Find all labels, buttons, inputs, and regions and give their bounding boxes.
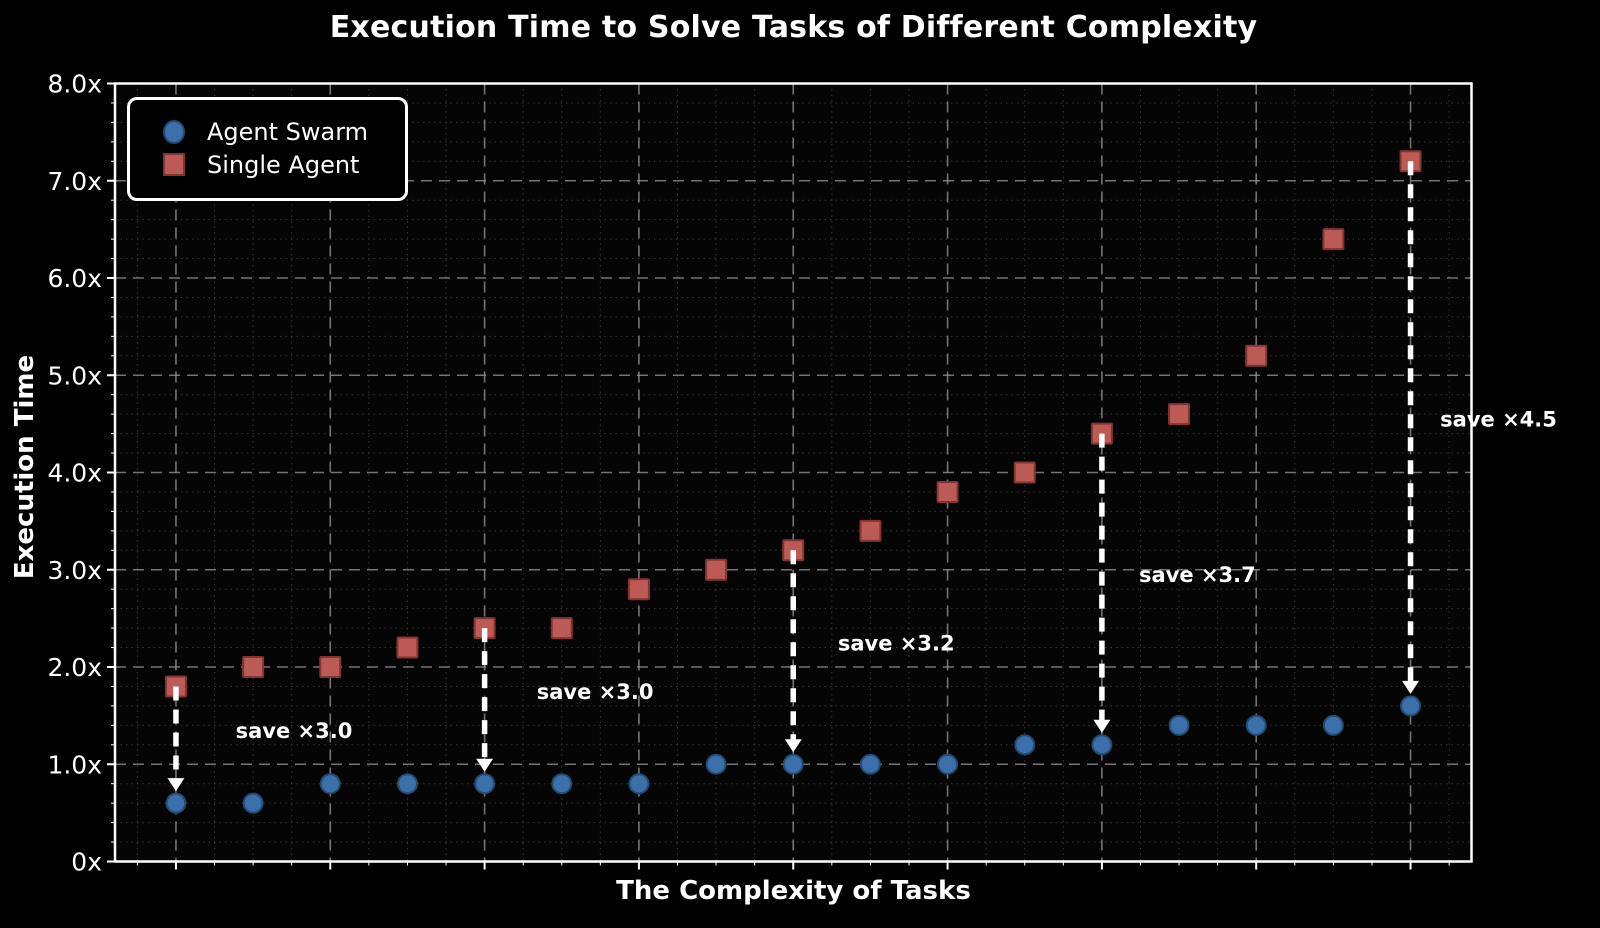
y-axis-label: Execution Time [10, 354, 40, 580]
agent-swarm-point [242, 792, 264, 814]
y-tick-label: 3.0x [47, 556, 102, 585]
agent-swarm-point [551, 773, 573, 795]
agent-swarm-point [1091, 734, 1113, 756]
single-agent-point [936, 480, 959, 503]
legend: Agent Swarm Single Agent [127, 97, 408, 201]
single-agent-point [859, 519, 882, 542]
agent-swarm-point [165, 792, 187, 814]
single-agent-point [627, 578, 650, 601]
y-tick-label: 8.0x [47, 70, 102, 99]
single-agent-point [705, 558, 728, 581]
agent-swarm-point [937, 753, 959, 775]
single-agent-point [550, 617, 573, 640]
y-tick-label: 2.0x [47, 653, 102, 682]
save-annotation: save ×3.0 [537, 680, 654, 704]
agent-swarm-point [1400, 695, 1422, 717]
y-tick-label: 1.0x [47, 750, 102, 779]
y-tick-label: 4.0x [47, 459, 102, 488]
save-arrow-head [1402, 680, 1420, 694]
agent-swarm-point [1322, 714, 1344, 736]
save-arrow-head [476, 758, 494, 772]
legend-item-single-agent: Single Agent [130, 148, 405, 181]
save-arrow-head [1093, 719, 1111, 733]
single-agent-marker-icon [163, 153, 185, 176]
chart-title: Execution Time to Solve Tasks of Differe… [329, 10, 1258, 45]
agent-swarm-point [782, 753, 804, 775]
agent-swarm-point [319, 773, 341, 795]
single-agent-point [1168, 403, 1191, 426]
agent-swarm-point [474, 773, 496, 795]
legend-item-agent-swarm: Agent Swarm [130, 115, 405, 148]
save-annotation: save ×3.7 [1139, 563, 1256, 587]
single-agent-point [1322, 228, 1345, 251]
legend-label: Single Agent [207, 150, 360, 179]
agent-swarm-point [859, 753, 881, 775]
single-agent-point [319, 656, 342, 678]
agent-swarm-point [1245, 714, 1267, 736]
agent-swarm-point [1014, 734, 1036, 756]
y-tick-label: 5.0x [47, 361, 102, 390]
agent-swarm-point [1168, 714, 1190, 736]
y-tick-label: 6.0x [47, 264, 102, 293]
single-agent-point [396, 636, 419, 659]
legend-label: Agent Swarm [207, 117, 369, 146]
agent-swarm-point [396, 773, 418, 795]
save-annotation: save ×4.5 [1440, 408, 1557, 432]
agent-swarm-marker-icon [163, 119, 185, 144]
single-agent-point [1245, 344, 1268, 367]
single-agent-point [1013, 461, 1036, 484]
save-annotation: save ×3.0 [236, 719, 353, 743]
single-agent-point [242, 656, 265, 678]
y-tick-label: 0x [71, 848, 102, 877]
save-arrow-head [167, 778, 185, 792]
save-arrow-head [784, 739, 802, 753]
y-tick-label: 7.0x [47, 167, 102, 196]
agent-swarm-point [628, 773, 650, 795]
x-axis-label: The Complexity of Tasks [616, 876, 971, 906]
save-annotation: save ×3.2 [838, 631, 955, 655]
agent-swarm-point [705, 753, 727, 775]
